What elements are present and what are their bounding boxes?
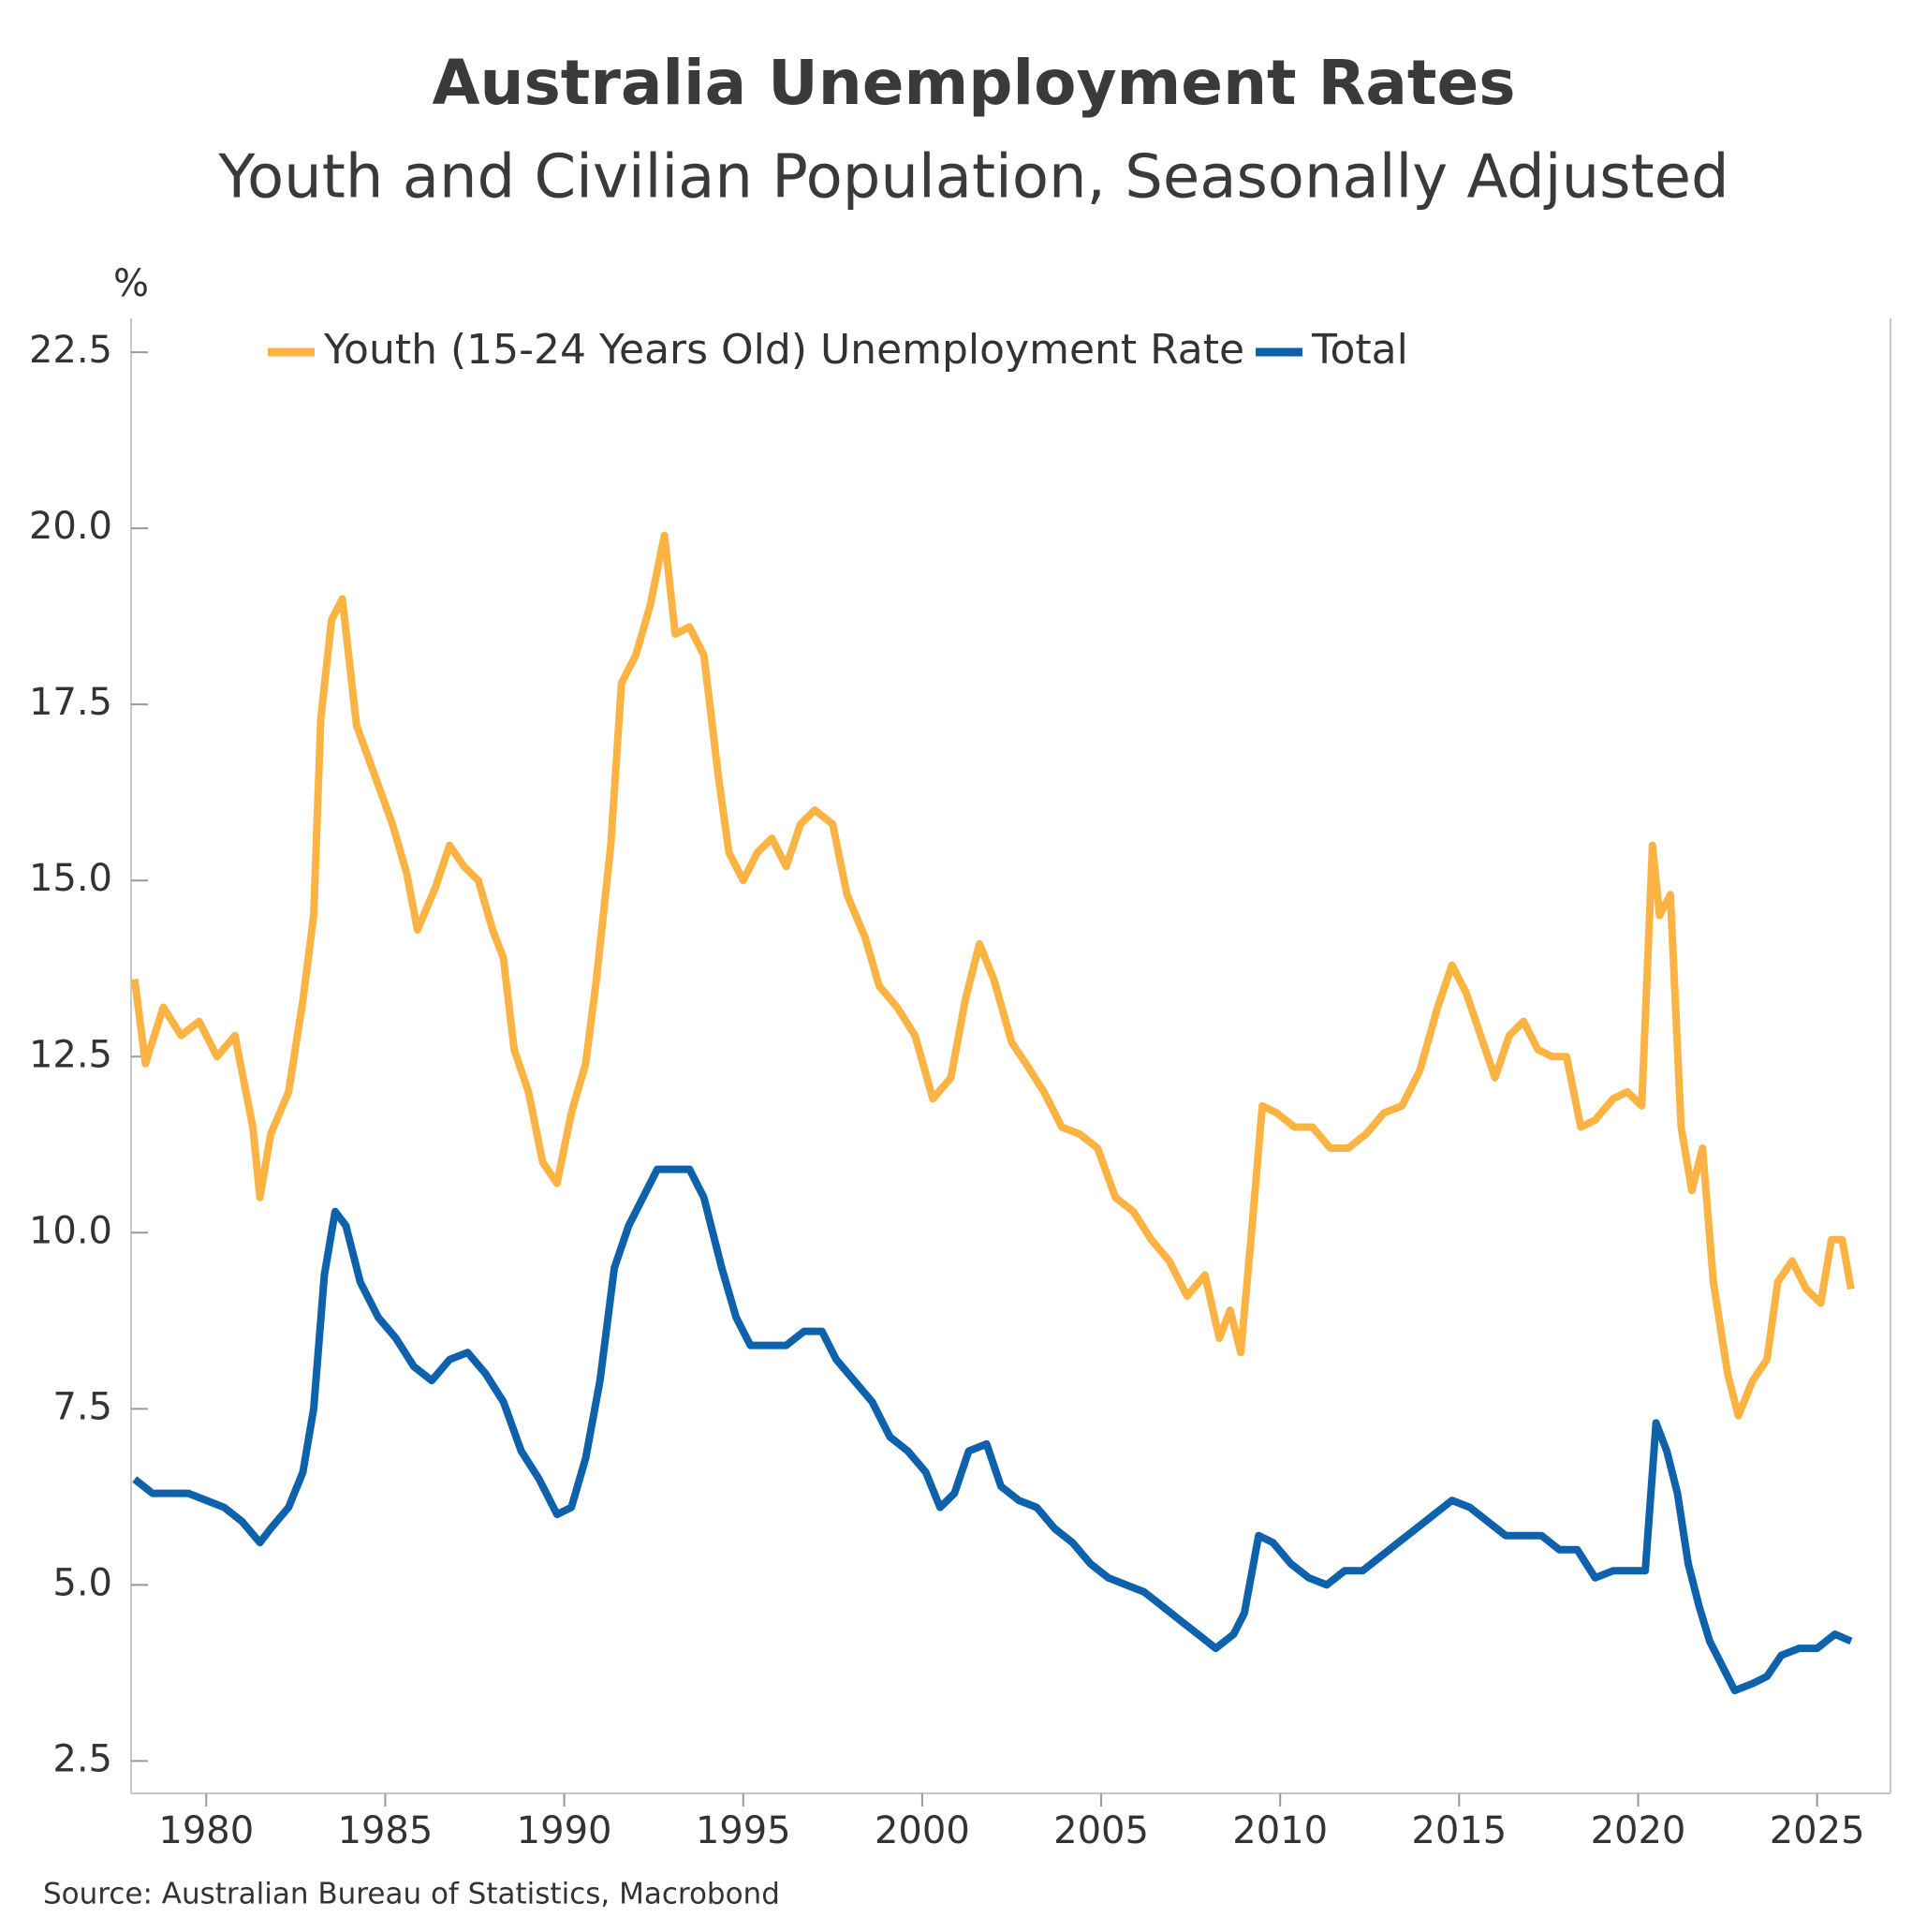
- y-tick-label: 10.0: [29, 1209, 112, 1252]
- x-tick-label: 1985: [338, 1809, 434, 1852]
- y-tick-label: 22.5: [29, 329, 112, 372]
- x-tick-label: 2015: [1411, 1809, 1507, 1852]
- x-tick-label: 2005: [1053, 1809, 1149, 1852]
- x-tick-label: 1980: [158, 1809, 254, 1852]
- y-tick-label: 17.5: [29, 681, 112, 724]
- y-tick-label: 12.5: [29, 1033, 112, 1076]
- y-tick-label: 5.0: [52, 1561, 112, 1604]
- source: Source: Australian Bureau of Statistics,…: [43, 1878, 780, 1911]
- x-tick-label: 2000: [875, 1809, 970, 1852]
- series-line: [130, 531, 1855, 1420]
- x-tick-label: 1995: [696, 1809, 791, 1852]
- y-tick-label: 7.5: [52, 1385, 112, 1428]
- y-tick-label: 2.5: [52, 1737, 112, 1780]
- legend-label: Total: [1311, 326, 1408, 374]
- series-line: [132, 1165, 1853, 1695]
- x-tick-label: 2010: [1232, 1809, 1328, 1852]
- y-tick-label: 20.0: [29, 505, 112, 548]
- x-tick-label: 2025: [1770, 1809, 1865, 1852]
- x-tick-label: 1990: [517, 1809, 612, 1852]
- chart-title: Australia Unemployment Rates: [432, 47, 1515, 119]
- legend-label: Youth (15-24 Years Old) Unemployment Rat…: [323, 326, 1244, 374]
- x-tick-label: 2020: [1591, 1809, 1686, 1852]
- y-tick-label: 15.0: [29, 857, 112, 900]
- y-unit: %: [113, 262, 149, 305]
- chart-subtitle: Youth and Civilian Population, Seasonall…: [217, 143, 1728, 213]
